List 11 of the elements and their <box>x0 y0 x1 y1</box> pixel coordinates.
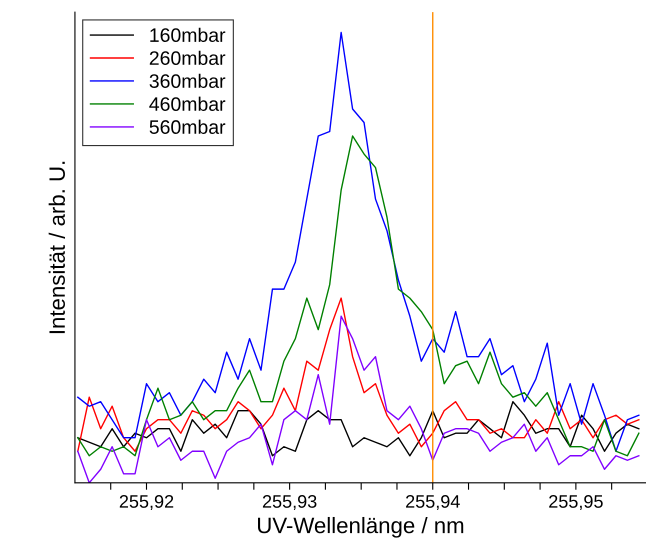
legend-label: 160mbar <box>150 28 226 42</box>
x-tick-label: 255,93 <box>262 495 316 510</box>
x-tick-label: 255,95 <box>549 495 603 510</box>
x-axis-title: UV-Wellenlänge / nm <box>258 516 464 538</box>
legend-label: 360mbar <box>150 74 226 88</box>
y-axis-title: Intensität / arb. U. <box>48 162 65 334</box>
x-tick-label: 255,92 <box>120 495 174 510</box>
legend-label: 560mbar <box>150 120 226 134</box>
x-tick-label: 255,94 <box>406 495 460 510</box>
legend-label: 460mbar <box>149 96 226 111</box>
legend-label: 260mbar <box>150 50 226 65</box>
